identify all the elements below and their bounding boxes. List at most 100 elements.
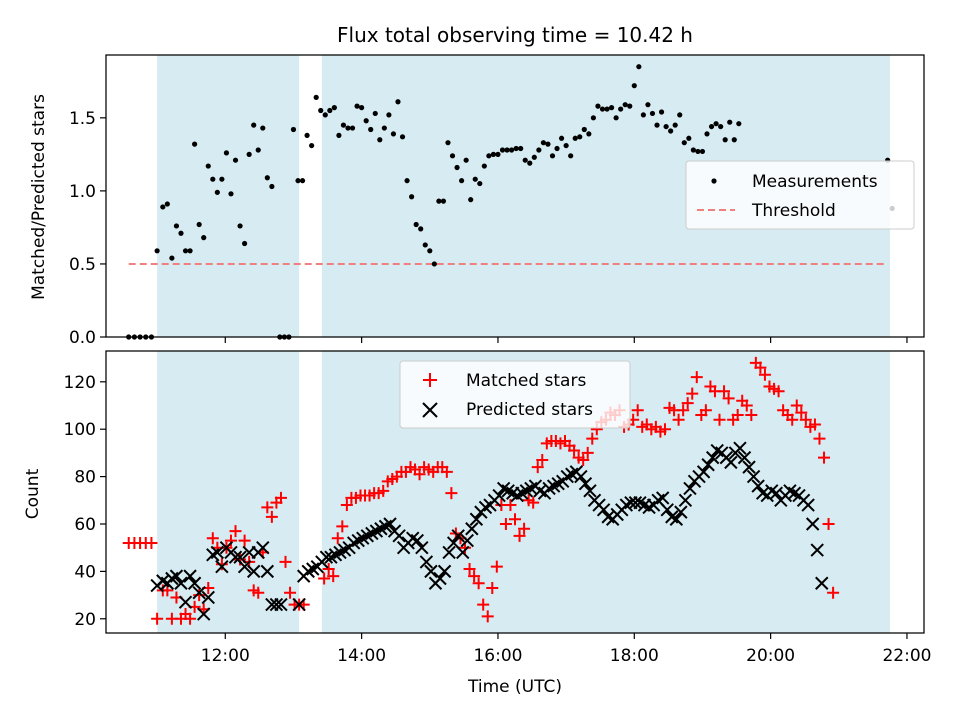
measurement-point-89: [540, 140, 547, 146]
measurement-point-87: [531, 154, 537, 160]
matched-star-point-97: [586, 432, 599, 445]
measurement-point-27: [255, 147, 261, 153]
measurement-point-44: [336, 132, 342, 138]
predicted-legend-label: Predicted stars: [466, 400, 593, 420]
measurement-point-75: [477, 180, 483, 187]
measurement-point-95: [568, 153, 574, 159]
measurement-point-40: [318, 107, 324, 114]
measurement-point-39: [313, 94, 319, 100]
matched-star-point-120: [690, 371, 703, 384]
matched-star-point-12: [184, 612, 197, 625]
top-y-tick-label-1: 0.5: [69, 255, 96, 275]
measurement-point-9: [173, 223, 180, 229]
bottom-y-tick-label-1: 40: [74, 562, 96, 582]
measurement-point-108: [627, 103, 633, 109]
bottom-x-ticks: 12:00 14:00 16:00 18:00 20:00 22:00: [201, 633, 931, 666]
matched-star-point-4: [145, 536, 158, 549]
predicted-star-point-7: [183, 569, 197, 583]
predicted-star-point-13: [210, 545, 225, 560]
predicted-star-point-92: [583, 484, 597, 498]
matched-star-point-30: [265, 510, 278, 523]
measurement-point-20: [223, 150, 230, 156]
top-measurement-points: [126, 64, 895, 340]
matched-star-point-138: [772, 385, 785, 398]
chart-title: Flux total observing time = 10.42 h: [337, 23, 693, 47]
measurement-point-123: [695, 148, 701, 155]
predicted-star-point-4: [169, 569, 184, 583]
matched-star-point-23: [234, 553, 247, 566]
predicted-star-point-56: [419, 555, 434, 569]
measurement-point-71: [459, 178, 465, 184]
bottom-y-tick-label-4: 100: [64, 420, 96, 440]
matched-star-point-132: [745, 408, 758, 421]
measurement-point-94: [563, 142, 569, 149]
top-axes-frame: [105, 54, 925, 338]
measurement-point-37: [304, 132, 310, 138]
measurement-point-15: [201, 235, 207, 241]
measurement-point-117: [668, 128, 674, 134]
measurement-point-70: [454, 164, 460, 171]
bottom-axes-frame: [105, 350, 925, 634]
predicted-star-point-142: [810, 543, 824, 557]
bottom-legend: Matched stars Predicted stars: [399, 360, 631, 429]
measurement-point-13: [192, 141, 198, 147]
measurements-legend-marker: [711, 178, 717, 184]
predicted-star-point-140: [801, 498, 815, 512]
measurement-point-111: [640, 112, 646, 118]
measurement-point-57: [395, 99, 401, 105]
measurement-point-83: [513, 145, 519, 152]
matched-star-point-125: [713, 413, 726, 426]
matched-star-point-81: [513, 529, 526, 542]
x-tick-label-1: 14:00: [337, 646, 386, 666]
measurement-point-63: [422, 242, 428, 248]
measurement-point-56: [390, 131, 397, 137]
measurement-point-24: [242, 240, 248, 247]
matched-star-point-117: [677, 404, 690, 417]
measurement-point-35: [295, 178, 301, 184]
matched-star-point-5: [151, 612, 164, 625]
measurement-point-47: [349, 125, 356, 131]
predicted-legend-marker: [422, 402, 438, 418]
bottom-observing-span-0: [157, 351, 300, 633]
matched-star-point-85: [531, 461, 544, 474]
matched-star-point-95: [577, 454, 590, 467]
measurement-point-55: [386, 112, 392, 118]
matched-star-point-41: [331, 532, 344, 545]
matched-star-point-39: [322, 563, 335, 576]
predicted-star-point-66: [465, 522, 479, 536]
matched-star-point-42: [336, 520, 349, 533]
matched-star-point-43: [340, 499, 353, 512]
predicted-stars-points: [150, 441, 829, 621]
measurement-point-125: [704, 131, 710, 137]
measurement-point-60: [409, 194, 415, 200]
matched-star-point-113: [658, 423, 671, 436]
measurement-point-43: [331, 105, 337, 111]
measurement-point-110: [636, 64, 642, 70]
measurement-point-61: [413, 221, 419, 228]
predicted-star-point-8: [187, 576, 202, 590]
bottom-y-tick-label-3: 80: [74, 468, 96, 488]
measurement-point-101: [595, 103, 601, 109]
bottom-panel: 20 40 60 80 100 120 12:00 14:00 16:00 18:00 20:00…: [23, 350, 931, 697]
predicted-star-point-114: [683, 481, 697, 496]
predicted-star-point-125: [733, 441, 747, 455]
matched-star-point-32: [274, 491, 287, 504]
matched-star-point-116: [672, 413, 685, 426]
measurement-point-74: [472, 176, 478, 182]
measurement-point-118: [672, 122, 678, 128]
measurement-point-5: [154, 248, 160, 254]
matched-star-point-148: [818, 451, 831, 464]
x-tick-label-4: 20:00: [746, 646, 795, 666]
predicted-star-point-72: [492, 488, 506, 503]
matched-star-point-149: [822, 517, 835, 530]
measurement-point-38: [309, 142, 315, 149]
predicted-star-point-126: [737, 450, 752, 465]
measurement-point-112: [645, 102, 651, 108]
measurement-point-68: [445, 140, 451, 146]
measurement-point-91: [549, 153, 556, 159]
matched-star-point-74: [481, 610, 494, 623]
predicted-star-point-31: [306, 562, 320, 576]
measurement-point-6: [160, 204, 166, 210]
predicted-star-point-14: [215, 559, 229, 574]
measurement-point-16: [205, 163, 211, 169]
